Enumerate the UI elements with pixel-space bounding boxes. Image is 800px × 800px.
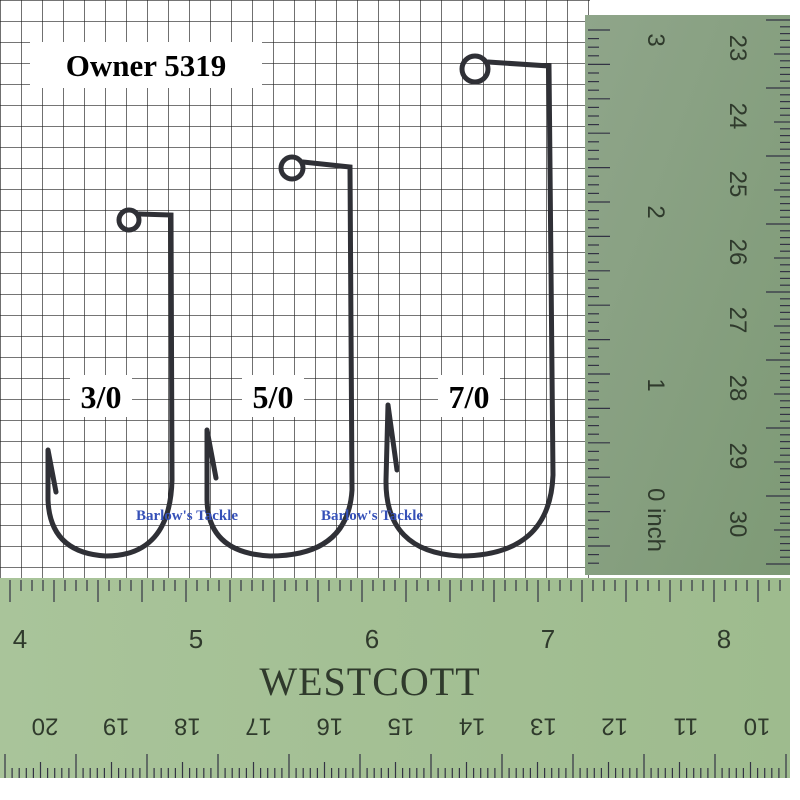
watermark: Barlow's Tackle [136, 508, 238, 524]
ruler-label: 29 [724, 443, 751, 470]
hooks [45, 53, 556, 559]
ruler-label: 11 [673, 713, 698, 740]
hook-eye [459, 53, 491, 85]
ruler-label: 19 [103, 713, 130, 740]
ruler-label: 6 [365, 624, 379, 654]
ruler-label: 28 [724, 375, 751, 402]
hook [45, 211, 175, 559]
ruler-label: 24 [724, 103, 751, 130]
ruler-label: 10 [744, 713, 771, 740]
hook [383, 59, 556, 559]
grid-paper [0, 0, 590, 580]
ruler-label: 30 [724, 511, 751, 538]
size-box [70, 375, 132, 417]
ruler-label: 13 [530, 713, 557, 740]
right-ruler [585, 15, 790, 575]
ruler-label: 8 [717, 624, 731, 654]
ruler-label: 27 [724, 307, 751, 334]
ruler-label: 25 [724, 171, 751, 198]
hook-eye [278, 154, 306, 182]
ruler-label: 2 [642, 205, 669, 218]
ruler-label: 16 [316, 713, 343, 740]
size-label: 3/0 [81, 379, 122, 415]
ruler-label: 0 inch [642, 488, 669, 552]
bottom-ruler [0, 578, 790, 778]
hook-eye [116, 207, 142, 233]
ruler-label: 26 [724, 239, 751, 266]
size-label: 5/0 [253, 379, 294, 415]
label-box [30, 42, 262, 88]
ruler-label: 15 [388, 713, 415, 740]
watermark: Barlow's Tackle [321, 508, 423, 524]
ruler-label: 20 [32, 713, 59, 740]
ruler-label: 12 [601, 713, 628, 740]
hook [204, 159, 355, 559]
ruler-label: 3 [642, 33, 669, 46]
size-box [438, 375, 500, 417]
ruler-label: 17 [245, 713, 272, 740]
size-label: 7/0 [449, 379, 490, 415]
ruler-label: 5 [189, 624, 203, 654]
ruler-ticks [4, 19, 790, 778]
ruler-label: 4 [13, 624, 27, 654]
ruler-label: 18 [174, 713, 201, 740]
ruler-label: 7 [541, 624, 555, 654]
ruler-label: 14 [459, 713, 486, 740]
product-label: Owner 5319 [66, 48, 226, 83]
size-box [242, 375, 304, 417]
ruler-brand: WESTCOTT [259, 659, 480, 704]
ruler-label: 23 [724, 35, 751, 62]
ruler-label: 1 [642, 378, 669, 391]
